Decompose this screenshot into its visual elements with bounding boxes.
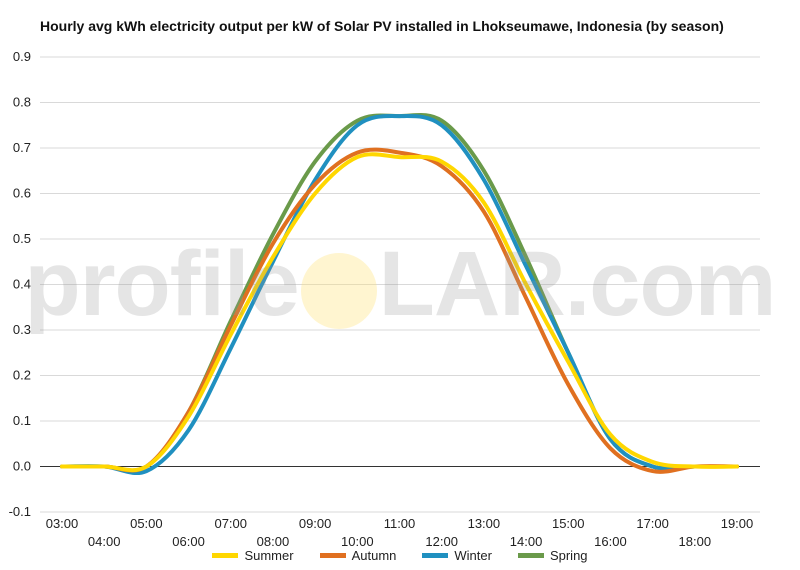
y-axis-ticks: -0.1 0.0 0.1 0.2 0.3 0.4 0.5 0.6 0.7 0.8 0.9 <box>9 49 31 519</box>
grid-lines <box>40 56 760 513</box>
x-axis-ticks: 03:00 04:00 05:00 06:00 07:00 08:00 09:00 10:00… <box>46 516 754 549</box>
y-tick-label: 0.9 <box>13 49 31 64</box>
y-tick-label: 0.7 <box>13 140 31 155</box>
legend-item-summer: Summer <box>212 548 294 563</box>
x-tick-label: 18:00 <box>679 534 712 549</box>
chart-legend: Summer Autumn Winter Spring <box>0 548 800 563</box>
y-tick-label: 0.6 <box>13 186 31 201</box>
legend-item-spring: Spring <box>517 548 588 563</box>
watermark-text-start: profile <box>24 233 300 335</box>
legend-label: Autumn <box>351 548 397 563</box>
legend-item-winter: Winter <box>422 548 492 563</box>
x-tick-label: 10:00 <box>341 534 374 549</box>
x-tick-label: 07:00 <box>214 516 247 531</box>
y-tick-label: 0.0 <box>13 459 31 474</box>
x-tick-label: 09:00 <box>299 516 332 531</box>
series-line-autumn <box>60 147 739 474</box>
series-line-summer <box>60 152 739 473</box>
y-tick-label: 0.3 <box>13 322 31 337</box>
legend-item-autumn: Autumn <box>319 548 397 563</box>
x-tick-label: 06:00 <box>172 534 205 549</box>
sun-logo-icon <box>300 252 377 329</box>
y-tick-label: 0.4 <box>13 277 31 292</box>
y-tick-label: 0.1 <box>13 413 31 428</box>
legend-swatch <box>517 553 544 558</box>
x-tick-label: 16:00 <box>594 534 627 549</box>
x-tick-label: 03:00 <box>46 516 79 531</box>
watermark-text-end: LAR.com <box>378 233 777 335</box>
x-tick-label: 04:00 <box>88 534 121 549</box>
watermark: profile LAR.com <box>0 232 800 337</box>
x-tick-label: 19:00 <box>721 516 754 531</box>
legend-swatch <box>212 553 239 558</box>
legend-label: Summer <box>244 548 294 563</box>
y-tick-label: -0.1 <box>9 504 31 519</box>
x-tick-label: 08:00 <box>257 534 290 549</box>
y-tick-label: 0.8 <box>13 95 31 110</box>
series-line-winter <box>60 114 739 476</box>
legend-label: Spring <box>549 548 588 563</box>
legend-swatch <box>422 553 449 558</box>
x-tick-label: 11:00 <box>384 516 416 531</box>
x-tick-label: 17:00 <box>636 516 669 531</box>
series-lines <box>60 112 739 476</box>
legend-label: Winter <box>454 548 492 563</box>
x-tick-label: 14:00 <box>510 534 543 549</box>
x-tick-label: 05:00 <box>130 516 163 531</box>
x-tick-label: 12:00 <box>425 534 458 549</box>
x-tick-label: 15:00 <box>552 516 585 531</box>
legend-swatch <box>319 553 346 558</box>
y-tick-label: 0.2 <box>13 368 31 383</box>
x-tick-label: 13:00 <box>468 516 501 531</box>
y-tick-label: 0.5 <box>13 231 31 246</box>
chart-title: Hourly avg kWh electricity output per kW… <box>40 18 724 34</box>
